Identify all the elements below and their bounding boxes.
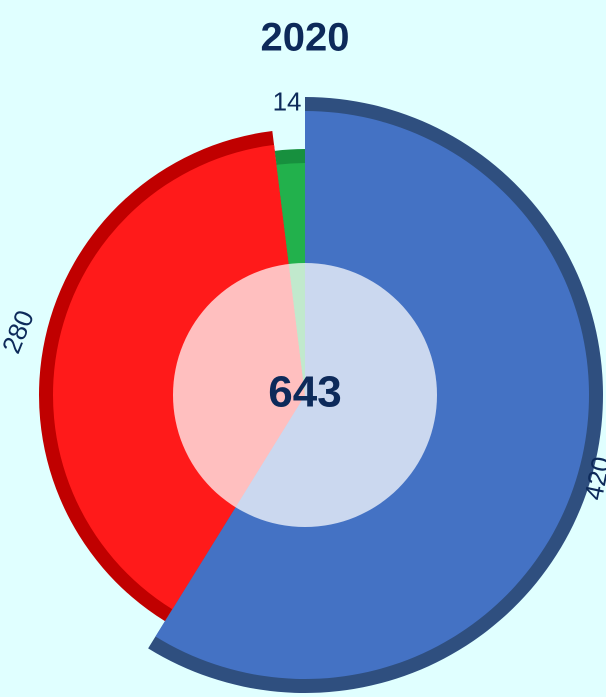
- inner-disk: [173, 263, 437, 527]
- center-label: 643: [268, 368, 341, 417]
- data-label: 14: [273, 86, 302, 116]
- chart-title: 2020: [261, 16, 350, 60]
